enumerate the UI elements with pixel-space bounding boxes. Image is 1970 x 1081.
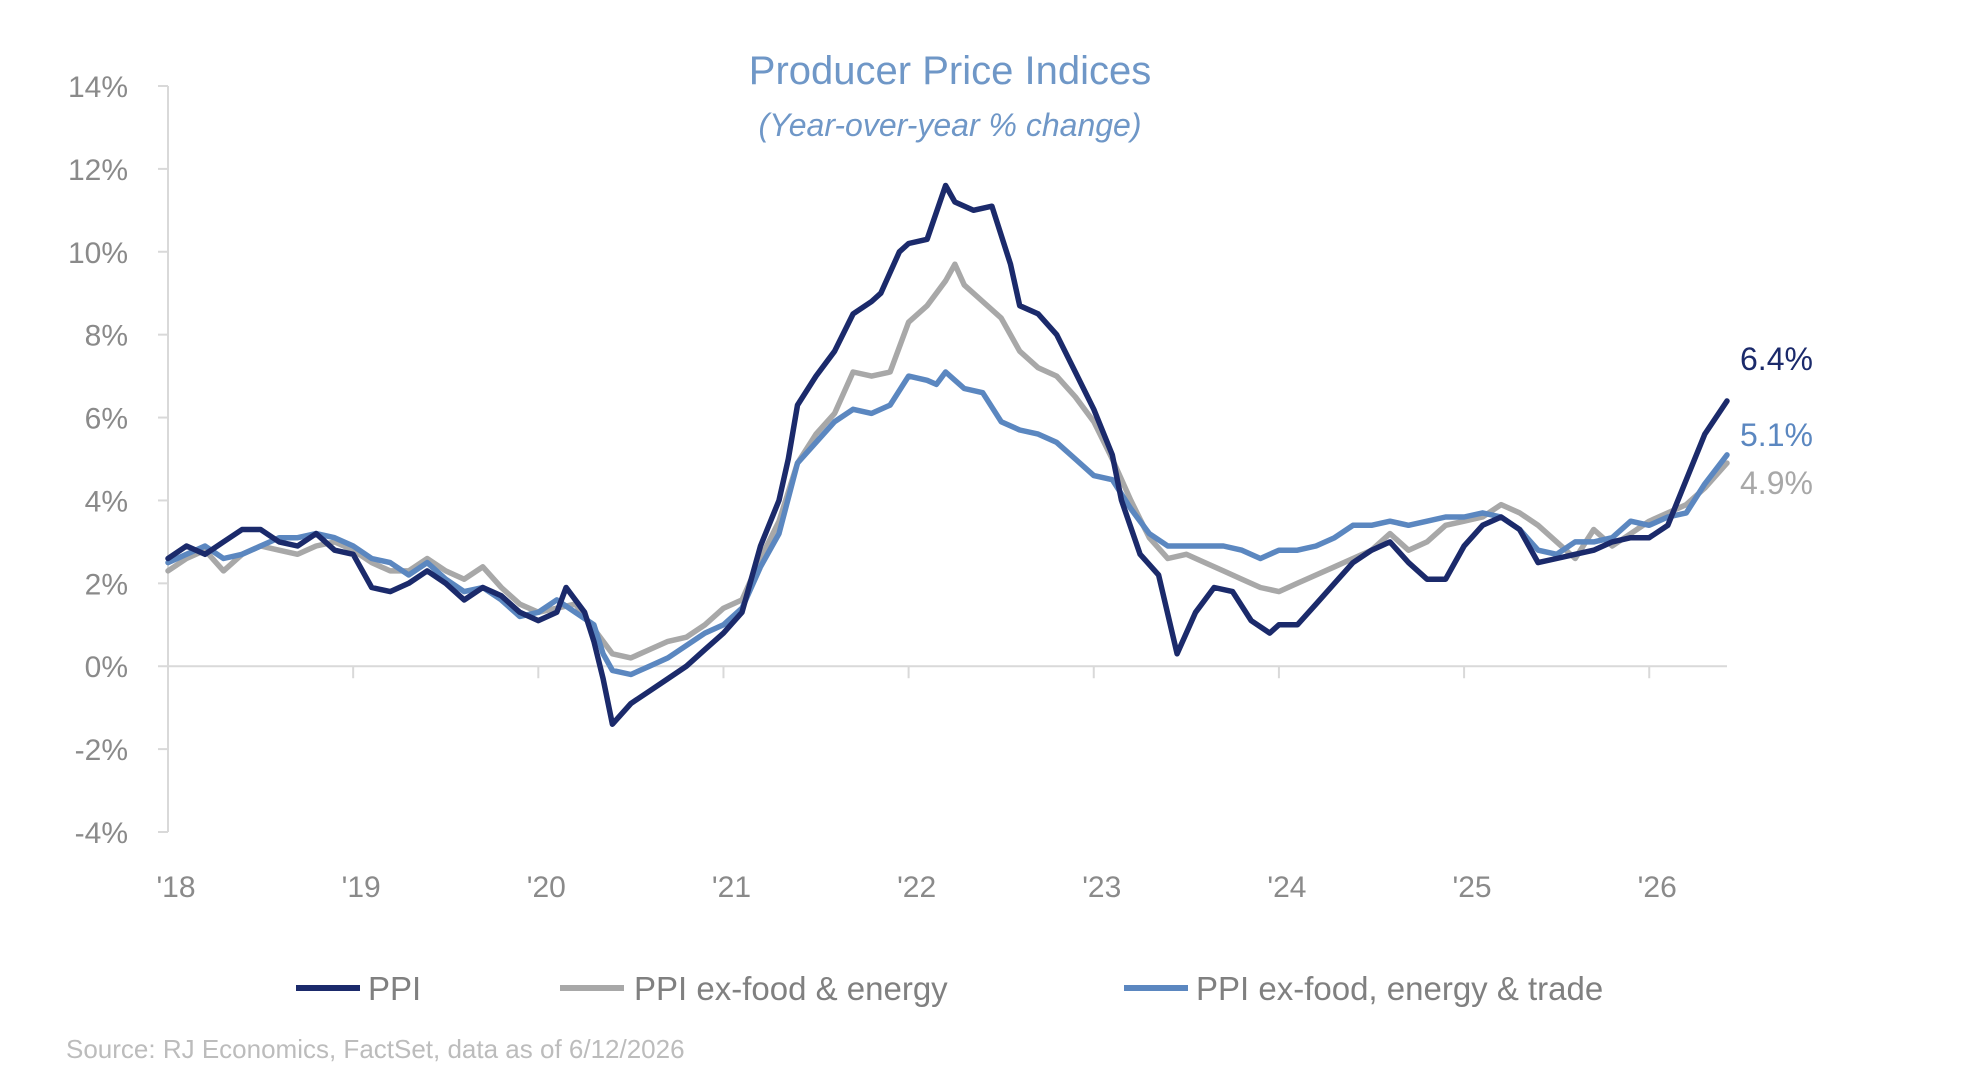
y-tick-label: 8% [85,320,128,353]
chart-title: Producer Price Indices [749,49,1151,93]
x-tick-label: '25 [1453,871,1492,904]
y-axis: 14% 12% 10% 8% 6% 4% 2% 0% -2% -4% [68,71,169,850]
legend: PPI PPI ex-food & energy PPI ex-food, ener… [296,970,1603,1007]
x-tick-label: '21 [712,871,751,904]
legend-label-0: PPI [368,970,421,1007]
x-tick-label: '23 [1082,871,1121,904]
x-tick-label: '18 [156,871,195,904]
x-tick-label: '20 [527,871,566,904]
series-lines [165,182,1730,727]
y-tick-label: 0% [85,651,128,684]
y-tick-label: -4% [75,817,128,850]
series-end-label-2: 5.1% [1740,417,1813,453]
y-tick-label: -2% [75,734,128,767]
x-axis: '18 '19 '20 '21 '22 '23 '24 '25 '26 [156,665,1727,904]
x-tick-label: '19 [342,871,381,904]
y-tick-label: 6% [85,403,128,436]
y-tick-label: 4% [85,485,128,518]
x-tick-label: '26 [1638,871,1677,904]
series-line-2 [165,369,1730,678]
x-tick-label: '24 [1267,871,1306,904]
series-line-0 [165,182,1730,727]
chart-subtitle: (Year-over-year % change) [758,107,1141,143]
series-line-1 [165,261,1730,661]
y-tick-label: 2% [85,568,128,601]
y-tick-label: 10% [68,237,128,270]
source-note: Source: RJ Economics, FactSet, data as o… [66,1034,685,1064]
y-tick-label: 12% [68,154,128,187]
series-end-label-0: 6.4% [1740,341,1813,377]
legend-label-1: PPI ex-food & energy [634,970,948,1007]
y-tick-label: 14% [68,71,128,104]
series-end-label-1: 4.9% [1740,465,1813,501]
x-tick-label: '22 [897,871,936,904]
series-end-labels: 6.4% 5.1% 4.9% [1740,341,1813,501]
legend-label-2: PPI ex-food, energy & trade [1196,970,1603,1007]
